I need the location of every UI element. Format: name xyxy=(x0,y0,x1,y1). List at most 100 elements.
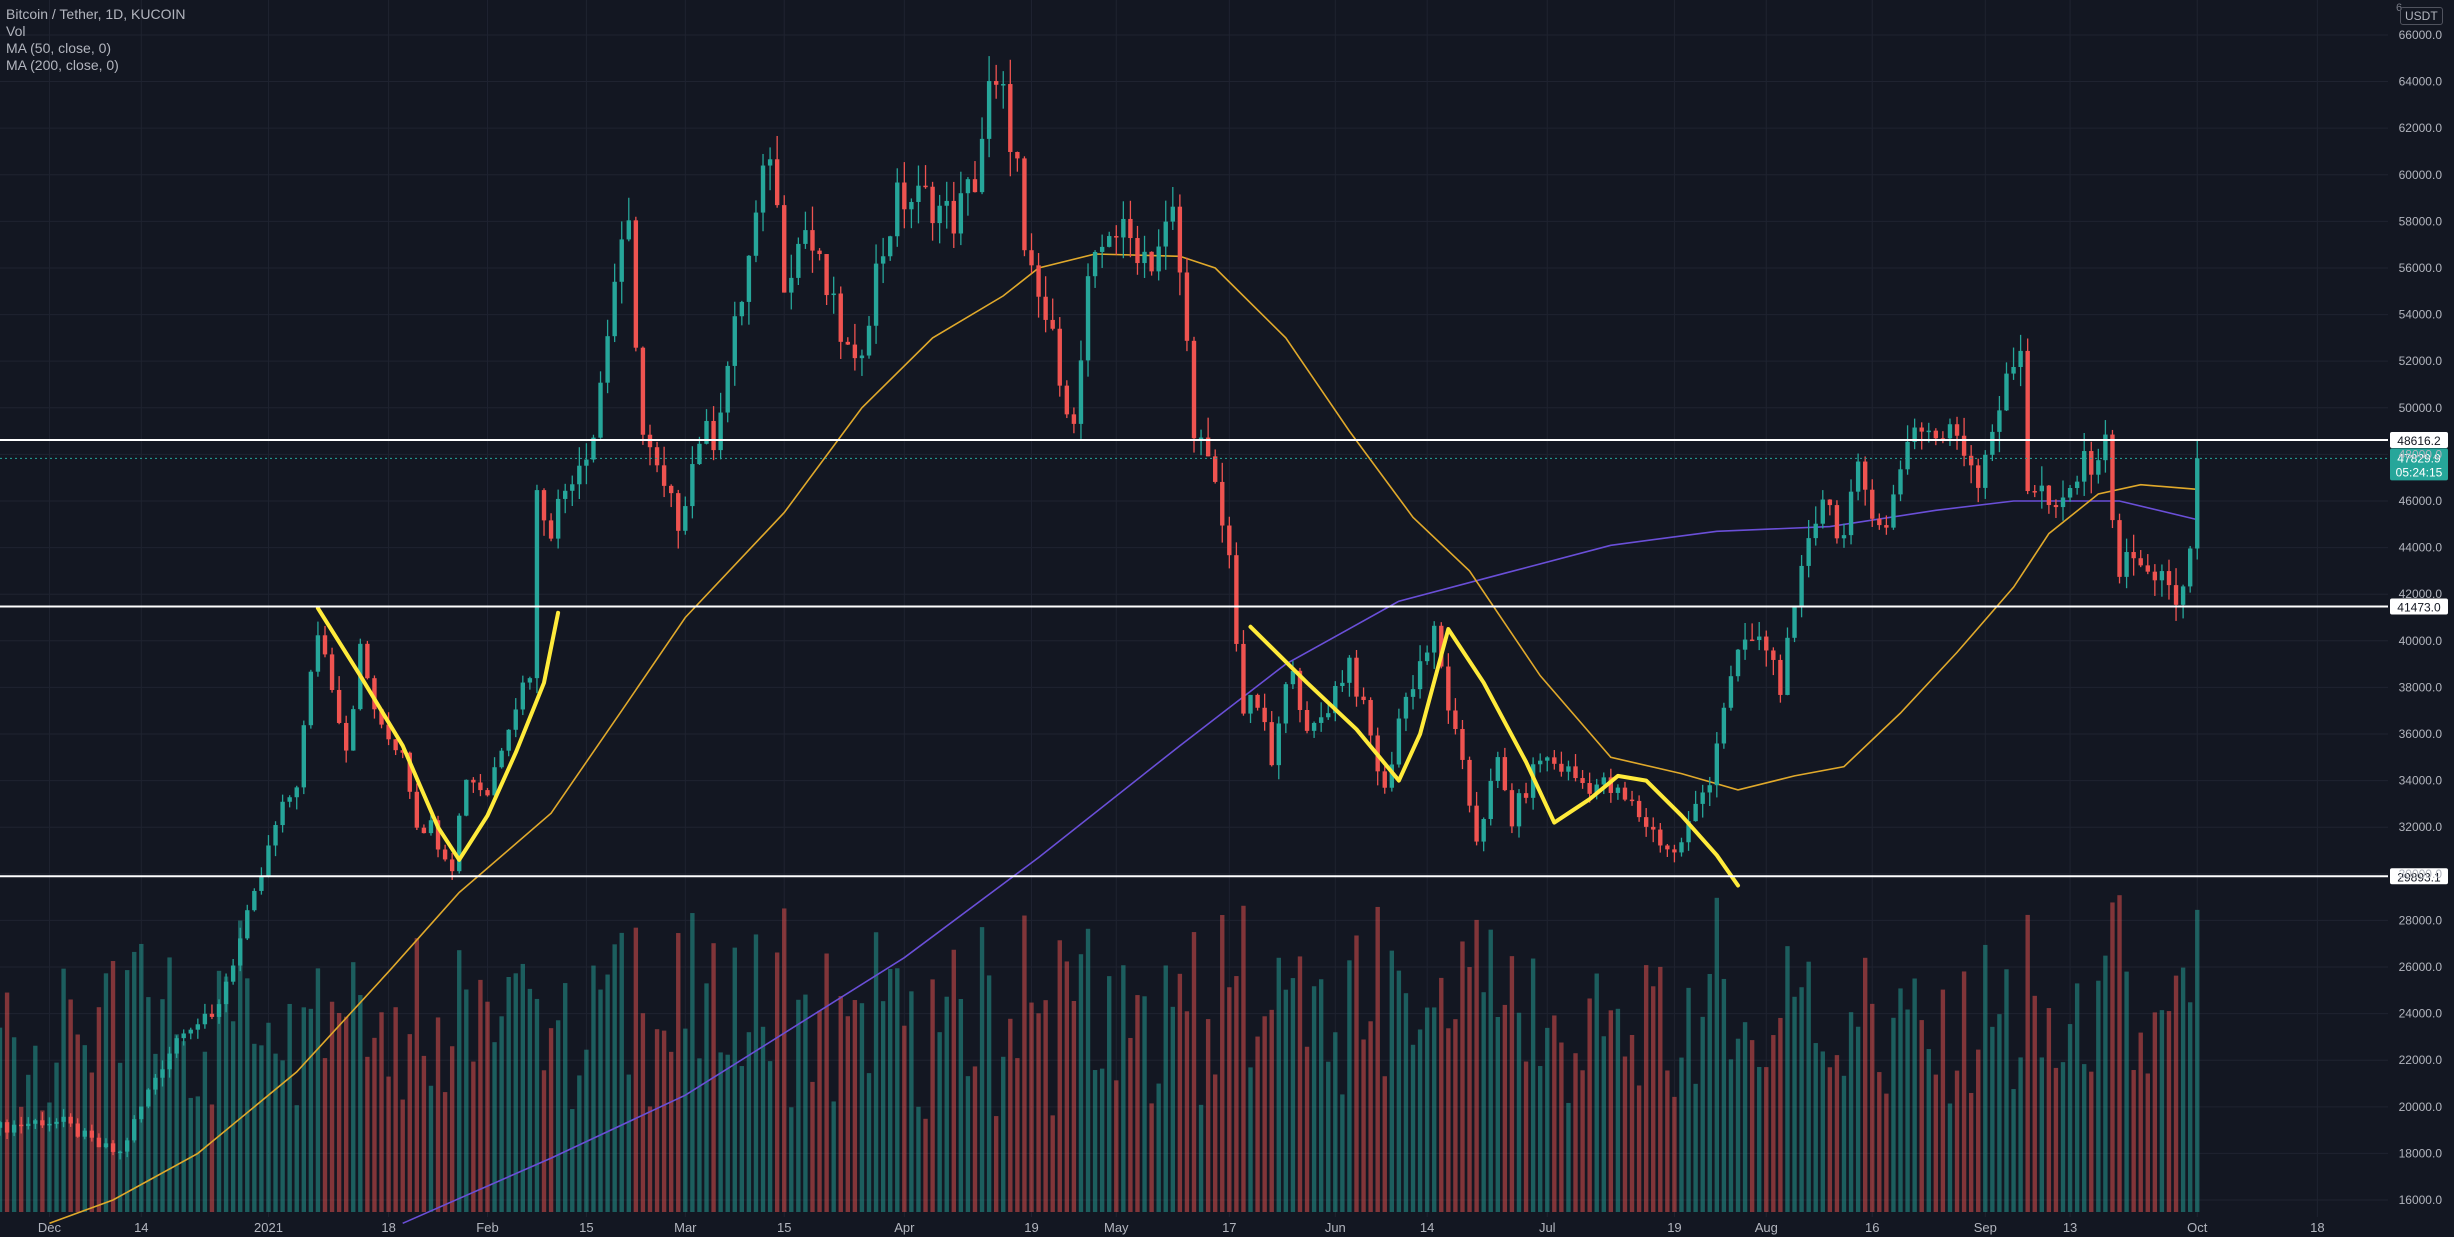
volume-bar xyxy=(103,973,109,1212)
candle-body xyxy=(372,678,377,710)
volume-bar xyxy=(1792,996,1797,1212)
x-tick-label: May xyxy=(1104,1220,1129,1235)
candle-body xyxy=(322,635,328,655)
volume-bar xyxy=(1029,1002,1034,1212)
candle-body xyxy=(1417,661,1423,690)
x-tick-label: 14 xyxy=(1420,1220,1434,1235)
candle xyxy=(181,1029,186,1046)
candle xyxy=(2187,545,2193,593)
candle xyxy=(633,216,639,352)
x-tick-label: Aug xyxy=(1755,1220,1778,1235)
volume-bar xyxy=(1248,1067,1253,1212)
candle xyxy=(1255,693,1260,711)
candle-body xyxy=(965,179,971,194)
candle-body xyxy=(11,1124,17,1133)
volume-bar xyxy=(1976,1049,1981,1212)
candle-body xyxy=(2166,571,2172,586)
candle-body xyxy=(753,212,759,256)
volume-bar xyxy=(1347,960,1352,1212)
volume-bar xyxy=(548,1028,554,1212)
vol-indicator-label[interactable]: Vol xyxy=(6,23,26,39)
candle-body xyxy=(146,1089,151,1107)
volume-bar xyxy=(471,1061,476,1212)
candle-body xyxy=(732,316,737,366)
candle-body xyxy=(2152,571,2158,581)
candle xyxy=(1333,681,1338,722)
currency-button[interactable]: USDT xyxy=(2400,7,2443,25)
candle-body xyxy=(1488,780,1493,820)
candle-body xyxy=(668,485,674,494)
volume-bar xyxy=(216,970,222,1212)
ma50-indicator-label[interactable]: MA (50, close, 0) xyxy=(6,40,112,56)
volume-bar xyxy=(753,934,759,1212)
volume-bar xyxy=(1877,1072,1882,1212)
current-price-label: 47829.9 xyxy=(2397,451,2441,465)
volume-bar xyxy=(1587,998,1592,1212)
annotation-curve xyxy=(315,606,561,862)
x-tick-label: 16 xyxy=(1865,1220,1879,1235)
candle-body xyxy=(2018,350,2023,368)
volume-bar xyxy=(1961,971,1967,1212)
candle-body xyxy=(824,254,829,296)
candle xyxy=(789,254,794,310)
candle xyxy=(1516,789,1522,838)
candle-body xyxy=(393,739,398,751)
ma200-indicator-label[interactable]: MA (200, close, 0) xyxy=(6,57,119,73)
candle xyxy=(746,255,752,325)
y-tick-label: 38000.0 xyxy=(2399,680,2443,694)
candle-body xyxy=(1608,777,1614,793)
volume-bar xyxy=(1658,966,1663,1212)
volume-bar xyxy=(1050,1115,1055,1212)
candle-body xyxy=(351,709,356,751)
candle-body xyxy=(739,301,745,317)
candle xyxy=(188,1027,193,1040)
candle-body xyxy=(1806,538,1811,566)
volume-bar xyxy=(202,1051,208,1212)
volume-bar xyxy=(1078,954,1084,1212)
candle-body xyxy=(1198,437,1204,440)
candle xyxy=(2173,568,2179,621)
candle-body xyxy=(993,81,999,85)
candle xyxy=(916,165,921,224)
candle xyxy=(1410,675,1416,710)
candle-body xyxy=(400,750,405,753)
candle-body xyxy=(1912,427,1917,442)
volume-bar xyxy=(1107,976,1112,1212)
candle-body xyxy=(2039,485,2045,492)
candle-body xyxy=(1686,821,1691,843)
candle xyxy=(26,1117,31,1130)
candle xyxy=(958,171,964,246)
candle-body xyxy=(1036,265,1041,297)
symbol-title[interactable]: Bitcoin / Tether, 1D, KUCOIN xyxy=(6,6,186,22)
candle-body xyxy=(188,1029,193,1034)
candle-body xyxy=(2067,488,2073,498)
candle xyxy=(1997,396,2002,453)
candle-body xyxy=(1439,625,1444,667)
candle-body xyxy=(1502,757,1508,791)
candle-body xyxy=(789,277,794,293)
candle xyxy=(1848,479,1854,545)
volume-bar xyxy=(252,1043,257,1212)
volume-bar xyxy=(223,976,229,1212)
volume-bar xyxy=(810,1081,815,1212)
candle-body xyxy=(308,671,314,726)
candle xyxy=(1990,424,1995,462)
candle-body xyxy=(527,678,533,683)
candle-body xyxy=(153,1077,158,1090)
volume-bar xyxy=(1820,1051,1825,1212)
candle-body xyxy=(2074,481,2080,489)
candle xyxy=(2074,475,2080,495)
volume-bar xyxy=(1643,965,1649,1212)
candle-body xyxy=(1128,218,1133,239)
candle xyxy=(895,168,900,247)
candle xyxy=(386,712,391,746)
volume-bar xyxy=(577,1075,582,1212)
candle-body xyxy=(1382,771,1387,788)
candle xyxy=(1658,822,1663,853)
candle-body xyxy=(1509,790,1515,827)
y-tick-label: 18000.0 xyxy=(2399,1146,2443,1160)
candle xyxy=(1552,750,1557,770)
candle-body xyxy=(1714,743,1720,786)
candle xyxy=(1806,519,1811,578)
